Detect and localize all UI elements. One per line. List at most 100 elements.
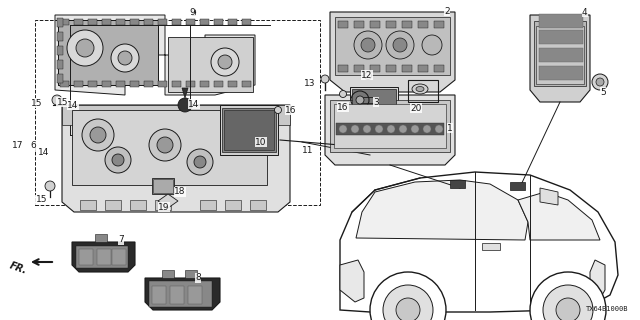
- Bar: [370, 21, 380, 28]
- Bar: [242, 19, 251, 25]
- Circle shape: [423, 125, 431, 133]
- Bar: [350, 87, 398, 125]
- Bar: [153, 179, 173, 193]
- Bar: [186, 81, 195, 87]
- Polygon shape: [55, 15, 255, 95]
- Bar: [220, 105, 278, 155]
- Bar: [224, 110, 274, 150]
- Bar: [116, 81, 125, 87]
- Text: 20: 20: [410, 103, 421, 113]
- Circle shape: [361, 38, 375, 52]
- Circle shape: [387, 125, 395, 133]
- Text: 9: 9: [190, 9, 196, 18]
- Bar: [539, 30, 583, 44]
- Bar: [330, 100, 450, 152]
- Circle shape: [178, 98, 192, 112]
- Text: 15: 15: [35, 196, 47, 204]
- Bar: [172, 19, 181, 25]
- Circle shape: [396, 298, 420, 320]
- Bar: [158, 19, 167, 25]
- Bar: [57, 74, 63, 83]
- Bar: [358, 97, 378, 103]
- Bar: [250, 200, 266, 210]
- Bar: [60, 81, 69, 87]
- Circle shape: [211, 48, 239, 76]
- Bar: [352, 89, 396, 123]
- Text: 7: 7: [118, 236, 124, 244]
- Polygon shape: [340, 172, 618, 312]
- Bar: [450, 180, 465, 188]
- Circle shape: [411, 125, 419, 133]
- Bar: [149, 281, 212, 307]
- Circle shape: [356, 96, 364, 104]
- Bar: [338, 21, 348, 28]
- Text: 16: 16: [285, 106, 296, 115]
- Bar: [185, 270, 197, 278]
- Bar: [152, 178, 174, 194]
- Circle shape: [82, 119, 114, 151]
- Circle shape: [275, 107, 282, 114]
- Text: 9: 9: [189, 7, 195, 17]
- Text: 4: 4: [582, 7, 588, 17]
- Circle shape: [596, 78, 604, 86]
- Bar: [200, 19, 209, 25]
- Bar: [162, 270, 174, 278]
- Circle shape: [543, 285, 593, 320]
- Circle shape: [187, 149, 213, 175]
- Circle shape: [45, 181, 55, 191]
- Polygon shape: [62, 105, 290, 212]
- Bar: [72, 110, 267, 185]
- Bar: [58, 20, 158, 85]
- Text: 19: 19: [158, 203, 170, 212]
- Circle shape: [435, 125, 443, 133]
- Circle shape: [399, 125, 407, 133]
- Circle shape: [386, 31, 414, 59]
- Bar: [434, 21, 444, 28]
- Bar: [144, 81, 153, 87]
- Bar: [144, 19, 153, 25]
- Bar: [539, 66, 583, 80]
- Bar: [534, 21, 586, 86]
- Text: 8: 8: [195, 274, 201, 283]
- Polygon shape: [325, 95, 455, 165]
- Bar: [116, 19, 125, 25]
- Bar: [88, 19, 97, 25]
- Bar: [102, 19, 111, 25]
- Bar: [228, 19, 237, 25]
- Bar: [335, 17, 450, 75]
- Text: 11: 11: [302, 146, 314, 155]
- Bar: [225, 200, 241, 210]
- Polygon shape: [72, 242, 135, 272]
- Circle shape: [363, 125, 371, 133]
- Text: 6: 6: [30, 140, 36, 149]
- Text: 5: 5: [600, 87, 605, 97]
- Bar: [58, 20, 158, 85]
- Bar: [57, 60, 63, 69]
- Bar: [200, 81, 209, 87]
- Circle shape: [354, 31, 382, 59]
- Polygon shape: [540, 188, 558, 205]
- Bar: [418, 65, 428, 72]
- Bar: [539, 48, 583, 62]
- Bar: [228, 81, 237, 87]
- Bar: [130, 200, 146, 210]
- Text: 18: 18: [174, 188, 186, 196]
- Bar: [102, 81, 111, 87]
- Circle shape: [530, 272, 606, 320]
- Bar: [434, 65, 444, 72]
- Text: 13: 13: [303, 78, 315, 87]
- Bar: [188, 286, 202, 304]
- Text: 17: 17: [12, 140, 24, 149]
- Circle shape: [118, 51, 132, 65]
- Bar: [186, 19, 195, 25]
- Bar: [35, 20, 320, 205]
- Text: 1: 1: [447, 124, 452, 132]
- Text: 15: 15: [56, 98, 68, 107]
- Bar: [539, 14, 583, 28]
- Polygon shape: [330, 12, 455, 92]
- Bar: [338, 65, 348, 72]
- Bar: [57, 32, 63, 41]
- Bar: [370, 65, 380, 72]
- Polygon shape: [518, 192, 600, 240]
- Bar: [334, 104, 446, 148]
